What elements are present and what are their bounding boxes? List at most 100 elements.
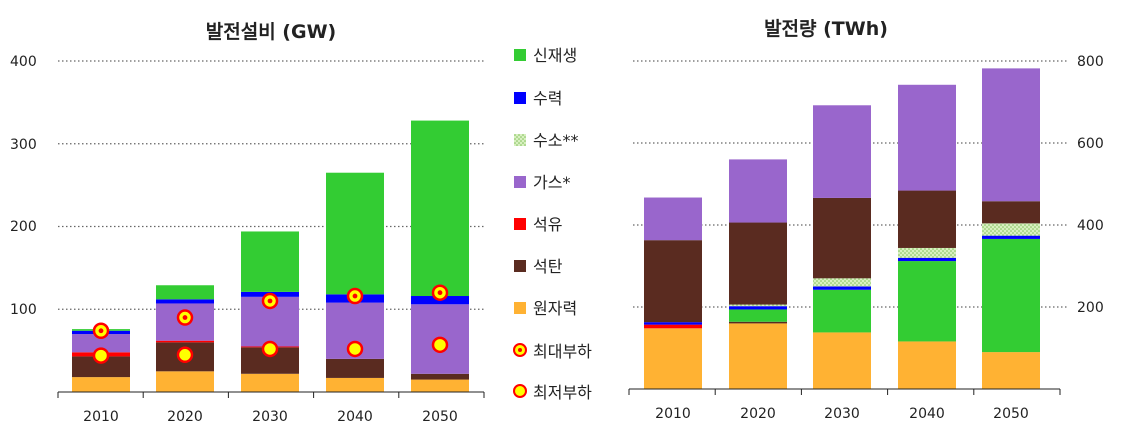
left-load-markers (92, 284, 449, 364)
left-bar-nuclear-2050 (411, 379, 469, 392)
left-bar-coal-2050 (411, 373, 469, 380)
legend-low-load-marker-icon (513, 384, 527, 398)
left-xlabel-2040: 2040 (337, 409, 373, 425)
left-bar-oil-2020 (156, 340, 214, 343)
right-bar-hydro-2030 (813, 286, 871, 290)
right-xlabel-2040: 2040 (909, 406, 945, 422)
right-bar-coal-2020 (729, 321, 787, 324)
legend-label-renewable: 신재생 (533, 46, 577, 65)
right-bar-nuclear-2020 (729, 323, 787, 389)
right-bar-hydrogen-2020 (729, 304, 787, 307)
legend-label-peak-load: 최대부하 (533, 342, 592, 361)
right-bar-hydro-2040 (898, 257, 956, 262)
left-bar-coal-2040 (326, 358, 384, 378)
right-bar-nuclear-2050 (982, 352, 1040, 389)
right-bar-hydro-2050 (982, 235, 1040, 239)
left-bar-nuclear-2020 (156, 371, 214, 392)
peak-load-marker-dot-2010 (98, 328, 104, 334)
left-xlabel-2020: 2020 (167, 409, 203, 425)
right-ytick-600: 600 (1077, 136, 1104, 152)
legend-label-gas: 가스* (533, 173, 570, 192)
left-bar-gas-2010 (72, 334, 130, 353)
left-chart-title: 발전설비 (GW) (206, 21, 336, 43)
right-ytick-200: 200 (1077, 300, 1104, 316)
legend-label-nuclear: 원자력 (533, 299, 577, 318)
right-bar-gas-2040 (898, 84, 956, 191)
right-bar-gas-2030 (813, 105, 871, 198)
right-bar-coal-2050 (982, 201, 1040, 224)
legend-swatch-coal (514, 260, 526, 272)
low-load-marker-2020 (176, 346, 194, 364)
left-xlabel-2050: 2050 (422, 409, 458, 425)
right-bar-nuclear-2040 (898, 341, 956, 389)
right-ytick-800: 800 (1077, 54, 1104, 70)
peak-load-marker-dot-2040 (352, 293, 358, 299)
right-chart-title: 발전량 (TWh) (764, 18, 888, 40)
left-x-ticks (57, 392, 485, 398)
right-bar-hydrogen-2050 (982, 223, 1040, 236)
right-x-ticks (628, 389, 1061, 395)
left-bar-hydro-2020 (156, 299, 214, 304)
right-bars (644, 68, 1040, 389)
right-bar-gas-2050 (982, 68, 1040, 202)
legend-swatch-nuclear (514, 302, 526, 314)
left-bar-nuclear-2030 (241, 373, 299, 392)
right-bar-renewable-2040 (898, 261, 956, 342)
left-ytick-300: 300 (10, 137, 37, 153)
right-xlabel-2020: 2020 (740, 406, 776, 422)
left-bar-nuclear-2040 (326, 377, 384, 392)
right-bar-oil-2010 (644, 324, 702, 329)
left-bar-renewable-2030 (241, 231, 299, 292)
right-xlabel-2050: 2050 (993, 406, 1029, 422)
left-bar-coal-2010 (72, 356, 130, 378)
legend-peak-load-marker-dot (518, 348, 522, 352)
legend-label-coal: 석탄 (533, 257, 563, 276)
right-bar-renewable-2020 (729, 309, 787, 322)
legend-label-hydro: 수력 (533, 89, 562, 108)
low-load-marker-2040 (346, 340, 364, 358)
peak-load-marker-dot-2020 (182, 315, 188, 320)
right-bar-hydrogen-2040 (898, 247, 956, 258)
legend-swatch-renewable (514, 49, 526, 61)
left-xlabel-2010: 2010 (83, 409, 119, 425)
left-bar-renewable-2020 (156, 285, 214, 300)
right-bar-renewable-2030 (813, 289, 871, 333)
peak-load-marker-dot-2050 (437, 290, 443, 296)
left-ytick-200: 200 (10, 219, 37, 235)
low-load-marker-2050 (431, 336, 449, 354)
right-bar-hydro-2020 (729, 306, 787, 310)
left-ytick-400: 400 (10, 54, 37, 70)
right-bar-hydrogen-2030 (813, 278, 871, 287)
legend-swatch-gas (514, 176, 526, 188)
right-xlabel-2030: 2030 (824, 406, 860, 422)
low-load-marker-2010 (92, 347, 110, 364)
low-load-marker-2030 (261, 340, 279, 358)
right-bar-gas-2020 (729, 159, 787, 223)
right-ytick-400: 400 (1077, 218, 1104, 234)
right-bar-nuclear-2010 (644, 328, 702, 389)
legend-label-low-load: 최저부하 (533, 383, 592, 402)
right-xlabel-2010: 2010 (655, 406, 691, 422)
peak-load-marker-dot-2030 (267, 298, 273, 304)
right-bar-renewable-2050 (982, 238, 1040, 353)
legend-swatch-hydro (514, 92, 526, 104)
right-bar-nuclear-2030 (813, 332, 871, 389)
legend: 신재생 수력 수소** 가스* 석유 석탄 원자력 최대부하 최저부하 (513, 46, 592, 402)
left-bar-nuclear-2010 (72, 377, 130, 392)
right-bar-coal-2010 (644, 240, 702, 323)
right-bar-coal-2040 (898, 190, 956, 248)
right-bar-gas-2010 (644, 197, 702, 241)
left-bar-renewable-2040 (326, 172, 384, 295)
left-bar-renewable-2050 (411, 120, 469, 297)
right-bar-coal-2030 (813, 197, 871, 279)
legend-label-oil: 석유 (533, 215, 562, 234)
left-xlabel-2030: 2030 (252, 409, 288, 425)
right-bar-hydro-2010 (644, 322, 702, 325)
legend-label-hydrogen: 수소** (533, 131, 578, 150)
legend-swatch-oil (514, 218, 526, 230)
legend-swatch-hydrogen (514, 134, 526, 146)
left-ytick-100: 100 (10, 302, 37, 318)
right-bar-coal-2020 (729, 222, 787, 305)
